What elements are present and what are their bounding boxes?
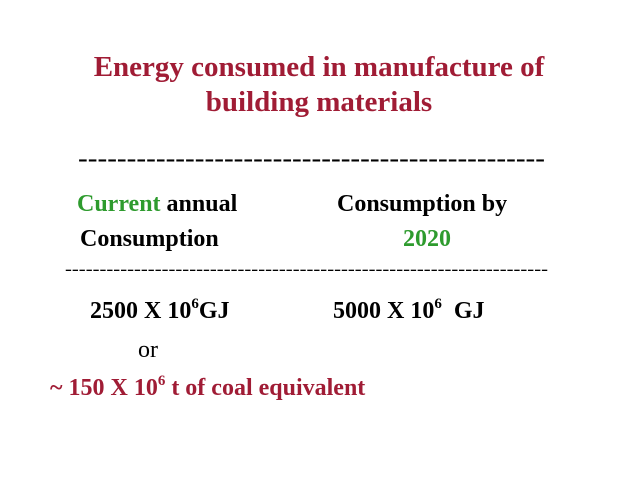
conjunction: or: [138, 337, 158, 363]
equivalent: ~ 150 X 106 t of coal equivalent: [50, 373, 365, 401]
value-text: GJ: [199, 298, 230, 324]
header-text: annual: [167, 191, 238, 217]
title-line: Energy consumed in manufacture of: [94, 51, 545, 83]
column-header: 2020: [403, 226, 451, 252]
value-text: GJ: [454, 298, 485, 324]
divider: ----------------------------------------…: [78, 146, 545, 172]
value-text: 5000 X 10: [333, 298, 434, 324]
divider: ----------------------------------------…: [65, 261, 548, 278]
superscript: 6: [434, 296, 442, 312]
superscript: 6: [158, 373, 166, 389]
column-value: 5000 X 106 GJ: [333, 296, 485, 324]
column-value: 2500 X 106GJ: [90, 296, 230, 324]
title-line: building materials: [206, 86, 432, 118]
column-header: Consumption by: [337, 191, 507, 217]
highlight: Current: [77, 191, 161, 217]
column-header: Current annual: [77, 191, 238, 217]
equivalent-text: t of coal equivalent: [171, 375, 365, 401]
superscript: 6: [191, 296, 199, 312]
value-text: 2500 X 10: [90, 298, 191, 324]
column-header: Consumption: [80, 226, 219, 252]
equivalent-text: ~ 150 X 10: [50, 375, 158, 401]
